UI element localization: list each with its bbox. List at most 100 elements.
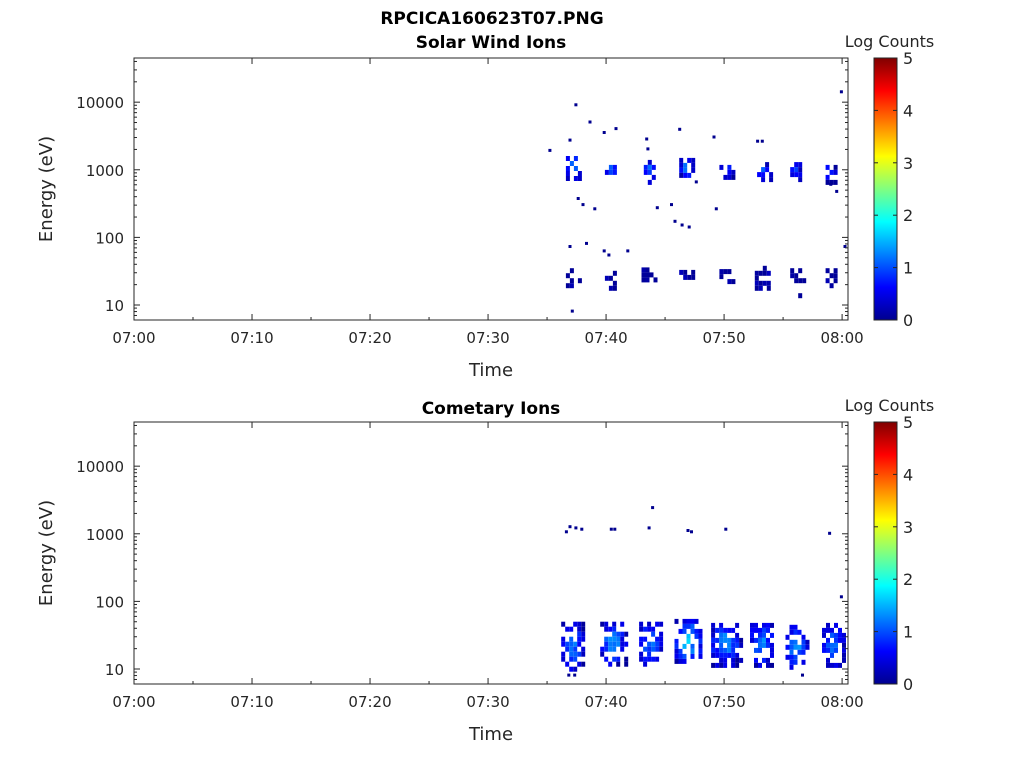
- data-cell: [769, 172, 774, 178]
- data-cell: [765, 167, 770, 173]
- data-point: [828, 531, 832, 535]
- data-cell: [758, 662, 762, 668]
- y-tick-label: 1000: [86, 526, 124, 544]
- data-cell: [569, 646, 574, 652]
- data-cell: [683, 274, 688, 280]
- data-cell: [616, 636, 621, 642]
- colorbar-tick-label: 4: [903, 465, 913, 484]
- data-cell: [565, 176, 570, 181]
- colorbar-tick-label: 3: [903, 518, 913, 537]
- data-cell: [698, 633, 703, 639]
- data-cell: [842, 632, 846, 638]
- data-point: [626, 249, 630, 253]
- data-cell: [719, 269, 724, 275]
- data-cell: [577, 171, 582, 176]
- data-cell: [624, 656, 629, 662]
- data-cell: [822, 627, 826, 633]
- data-point: [655, 206, 659, 210]
- data-cell: [826, 637, 830, 643]
- data-cell: [719, 647, 724, 653]
- data-cell: [647, 164, 652, 170]
- data-point: [574, 103, 578, 107]
- data-cell: [758, 632, 762, 638]
- data-cell: [762, 637, 766, 643]
- data-cell: [612, 621, 617, 627]
- data-cell: [723, 662, 728, 668]
- data-cell: [690, 628, 695, 634]
- data-cell: [577, 641, 582, 647]
- data-cell: [822, 647, 826, 653]
- data-cell: [830, 662, 834, 668]
- data-cell: [830, 642, 834, 648]
- x-tick-label: 07:10: [230, 693, 273, 711]
- data-cell: [581, 636, 586, 642]
- data-cell: [842, 652, 846, 658]
- data-cell: [683, 162, 688, 168]
- data-cell: [739, 657, 744, 663]
- data-cell: [723, 632, 728, 638]
- data-cell: [651, 656, 656, 662]
- data-cell: [739, 637, 744, 643]
- data-cell: [659, 636, 664, 642]
- data-cell: [727, 652, 732, 658]
- data-cell: [573, 666, 578, 672]
- data-point: [574, 526, 578, 530]
- data-cell: [608, 285, 613, 291]
- colorbar-tick-label: 2: [903, 570, 913, 589]
- data-cell: [612, 636, 617, 642]
- data-point: [570, 309, 574, 313]
- data-cell: [727, 642, 732, 648]
- data-cell: [682, 618, 687, 624]
- data-cell: [573, 656, 578, 662]
- data-cell: [719, 637, 724, 643]
- data-cell: [690, 618, 695, 624]
- data-cell: [682, 658, 687, 664]
- data-cell: [674, 653, 679, 659]
- data-cell: [798, 278, 803, 284]
- data-cell: [754, 657, 758, 663]
- data-cell: [830, 652, 834, 658]
- data-cell: [825, 268, 830, 274]
- data-cell: [604, 646, 609, 652]
- data-cell: [581, 631, 586, 637]
- data-cell: [659, 631, 664, 637]
- data-point: [712, 135, 716, 139]
- data-point: [843, 245, 847, 248]
- data-cell: [826, 642, 830, 648]
- y-tick-label: 10: [105, 661, 124, 679]
- panel-title: Solar Wind Ions: [416, 33, 567, 53]
- data-cell: [719, 164, 724, 170]
- data-cell: [830, 627, 834, 633]
- data-point: [568, 525, 572, 529]
- data-cell: [735, 642, 740, 648]
- data-cell: [639, 651, 644, 657]
- data-cell: [770, 642, 774, 648]
- data-cell: [561, 651, 566, 657]
- data-point: [646, 147, 650, 151]
- data-cell: [727, 174, 732, 180]
- data-cell: [643, 169, 648, 175]
- data-cell: [829, 179, 834, 185]
- data-cell: [600, 646, 605, 652]
- data-cell: [651, 646, 656, 652]
- data-cell: [690, 643, 695, 649]
- data-cell: [761, 167, 766, 173]
- data-cell: [647, 159, 652, 165]
- data-cell: [698, 653, 703, 659]
- data-cell: [731, 652, 736, 658]
- data-cell: [801, 649, 806, 655]
- data-cell: [645, 277, 650, 283]
- data-cell: [785, 634, 790, 640]
- data-cell: [674, 648, 679, 654]
- data-cell: [731, 627, 736, 633]
- data-cell: [600, 621, 605, 627]
- data-cell: [727, 169, 732, 175]
- data-cell: [797, 649, 802, 655]
- data-cell: [569, 656, 574, 662]
- data-cell: [826, 627, 830, 633]
- data-cell: [612, 164, 617, 170]
- data-cell: [690, 623, 695, 629]
- data-cell: [750, 622, 754, 628]
- data-cell: [735, 662, 740, 668]
- data-cell: [659, 621, 664, 627]
